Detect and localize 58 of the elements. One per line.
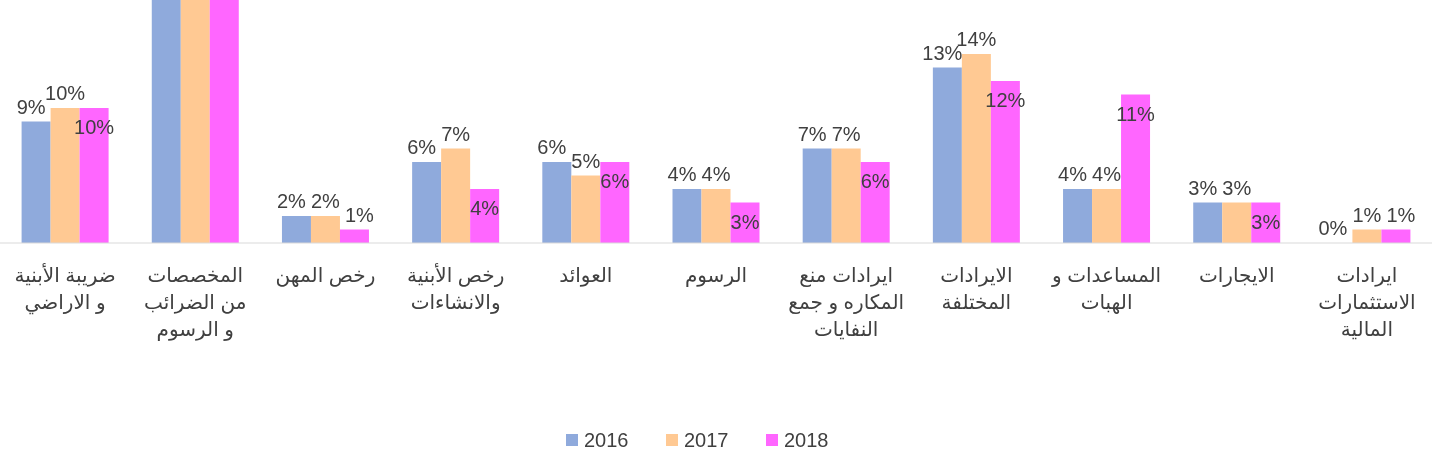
data-label: 4% <box>667 163 697 185</box>
x-tick-label: ايرادات الاستثمارات المالية <box>1318 264 1416 340</box>
data-label: 4% <box>1092 163 1122 185</box>
data-label: 7% <box>831 122 861 145</box>
data-label: 6% <box>537 136 567 158</box>
data-label: 4% <box>1058 163 1088 185</box>
bar <box>831 148 861 243</box>
data-label: 9% <box>16 95 46 118</box>
x-tick-label: المخصصات من الضرائب و الرسوم <box>144 264 247 341</box>
x-tick-label: رخص الأبنية والانشاءات <box>406 263 505 314</box>
bar <box>1222 202 1252 243</box>
bar <box>1092 189 1122 243</box>
data-label: 3% <box>1222 176 1252 199</box>
bar <box>441 148 471 243</box>
bar <box>701 189 731 243</box>
data-label: 6% <box>407 136 437 158</box>
x-tick-label: الرسوم <box>684 264 748 287</box>
bar <box>932 67 962 243</box>
x-tick-label: الايجارات <box>1198 264 1275 287</box>
bar <box>1063 189 1093 243</box>
bar <box>209 0 239 243</box>
bar <box>151 0 181 243</box>
x-tick-label: ايرادات منع المكاره و جمع النفايات <box>788 264 905 340</box>
data-label: 4% <box>470 197 500 219</box>
bar <box>310 216 340 243</box>
data-label: 2% <box>311 190 341 212</box>
data-label: 7% <box>797 122 827 145</box>
data-label: 6% <box>600 170 630 192</box>
bar <box>281 216 311 243</box>
data-label: 0% <box>1318 217 1348 239</box>
data-label: 7% <box>441 122 471 145</box>
bar <box>802 148 832 243</box>
data-label: 4% <box>701 163 731 185</box>
data-label: 1% <box>1352 203 1382 226</box>
x-tick-label: ضريبة الأبنية و الاراضي <box>14 263 116 315</box>
legend-label: 2018 <box>784 429 829 451</box>
x-tick-label: العوائد <box>559 264 613 287</box>
x-tick-label: رخص المهن <box>275 264 376 287</box>
data-label: 3% <box>1251 210 1281 233</box>
data-label: 3% <box>1188 176 1218 199</box>
bar <box>412 162 442 243</box>
data-label: 5% <box>571 149 601 172</box>
data-label: 1% <box>345 203 375 226</box>
legend-label: 2017 <box>684 429 729 451</box>
data-label: 6% <box>860 170 890 192</box>
bar <box>571 175 601 243</box>
bar <box>542 162 572 243</box>
bar <box>180 0 210 243</box>
x-tick-label: الايرادات المختلفة <box>940 264 1013 313</box>
legend-label: 2016 <box>584 429 629 451</box>
x-tick-label: المساعدات و الهبات <box>1050 264 1162 314</box>
bar <box>21 121 51 243</box>
data-label: 2% <box>277 190 307 212</box>
bar <box>1193 202 1223 243</box>
data-label: 1% <box>1386 203 1416 226</box>
data-label: 10% <box>45 82 86 104</box>
bar <box>672 189 702 243</box>
data-label: 3% <box>730 210 760 233</box>
